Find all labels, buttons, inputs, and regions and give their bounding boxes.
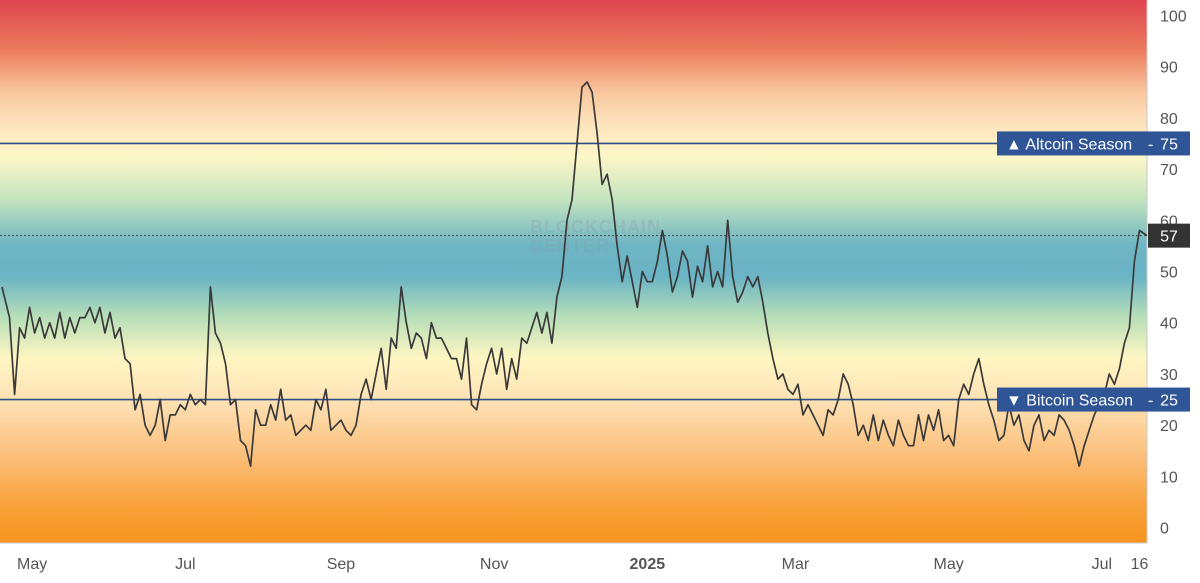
altcoin-season-label-bg bbox=[997, 131, 1190, 156]
watermark: BLOCKCHAIN CENTER bbox=[530, 217, 661, 256]
bitcoin-season-label-bg bbox=[997, 387, 1190, 412]
y-tick-label: 50 bbox=[1160, 265, 1178, 282]
y-tick-label: 80 bbox=[1160, 111, 1178, 128]
threshold-labels: ▲ Altcoin Season -75▼ Bitcoin Season -25 bbox=[997, 131, 1190, 412]
x-tick-label: Jul bbox=[175, 556, 195, 573]
x-axis-ticks: May Jul Sep Nov 2025 Mar May Jul 16 bbox=[17, 556, 1148, 573]
y-tick-label: 90 bbox=[1160, 60, 1178, 77]
y-tick-label: 100 bbox=[1160, 8, 1187, 25]
x-axis-panel bbox=[0, 543, 1200, 578]
x-tick-label: 16 bbox=[1131, 556, 1149, 573]
y-tick-label: 30 bbox=[1160, 367, 1178, 384]
x-tick-label: May bbox=[934, 556, 964, 573]
current-value-badge-bg bbox=[1148, 223, 1190, 248]
x-tick-label: Nov bbox=[480, 556, 508, 573]
x-tick-label: May bbox=[17, 556, 47, 573]
plot-background bbox=[0, 0, 1147, 543]
bitcoin-season-label-separator: - bbox=[1148, 393, 1153, 410]
y-axis-panel bbox=[1147, 0, 1200, 543]
x-tick-label: Jul bbox=[1092, 556, 1112, 573]
altcoin-season-value-text: 75 bbox=[1160, 136, 1178, 153]
bitcoin-season-label-text: ▼ Bitcoin Season bbox=[1006, 393, 1133, 410]
y-tick-label: 70 bbox=[1160, 162, 1178, 179]
y-tick-label: 40 bbox=[1160, 316, 1178, 333]
threshold-lines bbox=[0, 142, 1147, 401]
y-tick-label: 10 bbox=[1160, 469, 1178, 486]
y-tick-label: 0 bbox=[1160, 521, 1169, 538]
x-tick-label: 2025 bbox=[630, 556, 666, 573]
current-value-badge: 57 bbox=[1148, 223, 1190, 248]
bitcoin-season-value-text: 25 bbox=[1160, 393, 1178, 410]
y-tick-label: 20 bbox=[1160, 418, 1178, 435]
current-value-text: 57 bbox=[1160, 229, 1178, 246]
altcoin-season-label-separator: - bbox=[1148, 136, 1153, 153]
watermark-line-1: BLOCKCHAIN bbox=[530, 217, 661, 237]
altcoin-season-label: ▲ Altcoin Season -75 bbox=[997, 131, 1190, 156]
x-tick-label: Sep bbox=[327, 556, 356, 573]
altcoin-season-label-text: ▲ Altcoin Season bbox=[1006, 136, 1132, 153]
x-tick-label: Mar bbox=[782, 556, 810, 573]
bitcoin-season-label: ▼ Bitcoin Season -25 bbox=[997, 387, 1190, 412]
watermark-line-2: CENTER bbox=[530, 236, 610, 256]
series-line bbox=[1, 81, 1148, 468]
